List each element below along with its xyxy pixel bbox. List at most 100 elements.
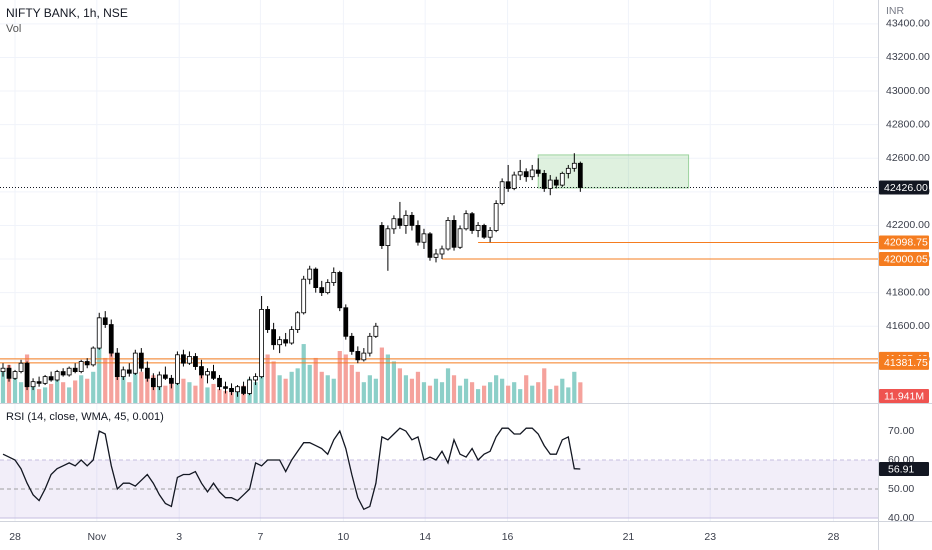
volume-bar: [319, 371, 324, 403]
candle-body: [469, 213, 475, 231]
candle-body: [66, 367, 72, 376]
volume-bar: [97, 347, 102, 403]
volume-label: 11.941M: [884, 390, 924, 402]
candle-body: [181, 354, 186, 364]
candle-body: [391, 218, 397, 230]
volume-bar: [139, 371, 144, 403]
candle-body: [126, 369, 132, 374]
candle-body: [108, 324, 114, 354]
candle-body: [403, 214, 409, 226]
candle-body: [439, 248, 445, 255]
candle-body: [247, 379, 252, 394]
volume-bar: [42, 387, 48, 403]
candle-body: [541, 172, 547, 189]
x-tick-label: 21: [623, 531, 635, 543]
x-tick-label: 3: [176, 531, 182, 543]
candle-body: [78, 361, 84, 372]
candle-body: [427, 233, 433, 258]
volume-bar: [373, 378, 378, 403]
y-tick-label: 41800.00: [886, 286, 930, 298]
candle-body: [361, 352, 367, 361]
volume-bar: [307, 364, 312, 403]
candle-body: [132, 352, 138, 374]
x-tick-label: 7: [257, 531, 263, 543]
candle-body: [415, 225, 421, 243]
candle-body: [277, 339, 283, 346]
volume-bar: [109, 351, 114, 403]
candle-body: [84, 361, 90, 366]
candle-body: [313, 268, 319, 288]
candle-body: [355, 351, 361, 361]
volume-bar: [494, 375, 499, 403]
candle-body: [397, 218, 403, 226]
volume-bar: [415, 371, 421, 403]
volume-bar: [67, 387, 72, 403]
volume-bar: [73, 380, 78, 403]
volume-bar: [572, 371, 577, 403]
candle-body: [565, 167, 571, 174]
candle-body: [18, 362, 24, 372]
volume-bar: [193, 385, 198, 403]
candle-body: [373, 325, 379, 337]
rsi-line: [2, 427, 581, 511]
candle-body: [409, 214, 415, 226]
volume-bar: [211, 383, 216, 403]
volume-bar: [530, 385, 535, 403]
candle-body: [217, 377, 222, 388]
volume-bar: [18, 382, 24, 403]
volume-bar: [253, 382, 258, 403]
y-tick-label: 42200.00: [886, 219, 930, 231]
candle-body: [193, 356, 198, 367]
candle-body: [235, 386, 240, 393]
candle-body: [6, 367, 12, 379]
candle-body: [169, 377, 174, 384]
candle-body: [529, 169, 535, 178]
volume-bar: [55, 377, 60, 403]
candle-body: [475, 225, 481, 231]
volume-bar: [103, 357, 108, 403]
volume-bar: [61, 382, 66, 403]
candle-body: [433, 253, 439, 258]
volume-bar: [169, 380, 174, 403]
candle-body: [523, 171, 529, 178]
volume-bar: [457, 385, 463, 403]
candle-body: [283, 339, 289, 344]
candle-body: [96, 317, 102, 349]
volume-bar: [271, 361, 276, 403]
candle-body: [72, 367, 78, 372]
y-tick-label: 43000.00: [886, 85, 930, 97]
candle-body: [60, 371, 66, 376]
rsi-title: RSI (14, close, WMA, 45, 0.001): [6, 411, 164, 423]
volume-bar: [12, 378, 18, 403]
volume-bar: [349, 364, 354, 403]
candle-body: [259, 309, 264, 378]
candle-body: [12, 371, 18, 379]
candle-body: [223, 386, 228, 389]
volume-bar: [469, 382, 475, 403]
rsi-tick-label: 40.00: [888, 512, 914, 524]
volume-bar: [85, 378, 90, 403]
candle-body: [553, 179, 559, 186]
volume-bar: [518, 389, 523, 403]
candle-body: [343, 307, 349, 337]
volume-bar: [506, 385, 511, 403]
x-tick-label: 16: [502, 531, 514, 543]
volume-bar: [325, 375, 330, 403]
candle-body: [187, 356, 192, 364]
candle-body: [271, 329, 277, 346]
volume-bar: [391, 361, 397, 403]
level-label: 41381.75: [884, 357, 928, 369]
volume-bar: [301, 344, 306, 403]
volume-bar: [145, 378, 150, 403]
y-tick-label: 41600.00: [886, 320, 930, 332]
candle-body: [487, 230, 493, 238]
candle-body: [120, 369, 126, 378]
volume-bar: [554, 385, 559, 403]
candle-body: [144, 367, 150, 379]
x-tick-label: 10: [338, 531, 350, 543]
rsi-value-box: [879, 461, 929, 476]
candle-body: [42, 376, 48, 384]
volume-bar: [30, 385, 36, 403]
volume-bar: [542, 368, 547, 403]
